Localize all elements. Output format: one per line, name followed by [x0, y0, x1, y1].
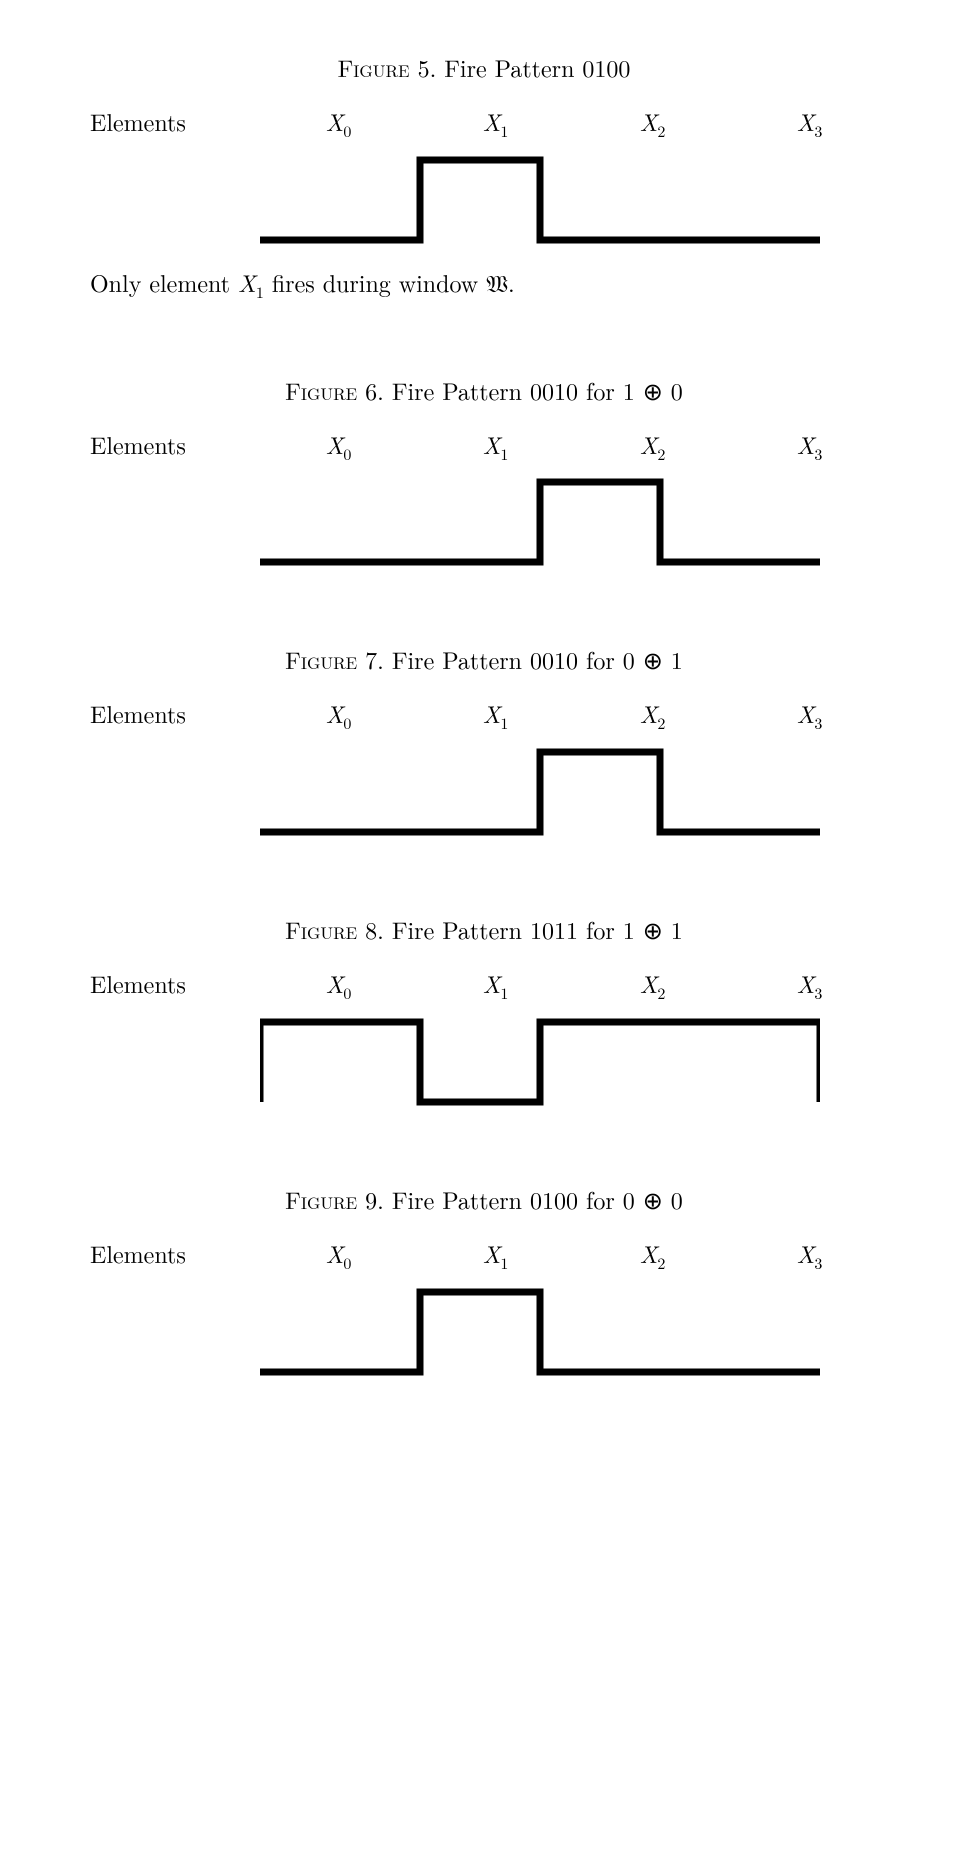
element-var-1: X1: [417, 966, 574, 1004]
caption-var-sub: 1: [256, 280, 264, 303]
waveform-svg: [260, 742, 820, 842]
element-labels: X0X1X2X3: [260, 696, 888, 734]
figure-number: 6.: [357, 373, 384, 407]
caption-var: X: [238, 265, 256, 299]
element-labels: X0X1X2X3: [260, 104, 888, 142]
element-var-3: X3: [731, 104, 888, 142]
elements-row: ElementsX0X1X2X3: [80, 104, 888, 142]
figure-title: Figure 9. Fire Pattern 0100 for 0 ⊕ 0: [80, 1182, 888, 1216]
element-var-3: X3: [731, 696, 888, 734]
figure-caption-text: Fire Pattern 0010 for 0 ⊕ 1: [384, 642, 683, 676]
figure-label: Figure: [338, 50, 410, 84]
waveform-svg: [260, 1282, 820, 1382]
element-var-0: X0: [260, 427, 417, 465]
waveform-path: [260, 160, 820, 240]
element-var-2: X2: [574, 696, 731, 734]
caption-pre: Only element: [90, 265, 238, 299]
figure-label: Figure: [285, 373, 357, 407]
figure-label: Figure: [285, 912, 357, 946]
waveform-path: [260, 482, 820, 562]
element-var-0: X0: [260, 966, 417, 1004]
figure-caption-text: Fire Pattern 0100 for 0 ⊕ 0: [384, 1182, 683, 1216]
figure-number: 9.: [357, 1182, 384, 1216]
element-var-1: X1: [417, 696, 574, 734]
figure-number: 7.: [357, 642, 384, 676]
element-var-1: X1: [417, 104, 574, 142]
element-var-0: X0: [260, 104, 417, 142]
waveform-path: [260, 1292, 820, 1372]
waveform-container: [80, 742, 888, 842]
figure-title: Figure 5. Fire Pattern 0100: [80, 50, 888, 84]
waveform-container: [80, 472, 888, 572]
figure-9: Figure 9. Fire Pattern 0100 for 0 ⊕ 0 Ele…: [80, 1182, 888, 1382]
figure-caption-text: Fire Pattern 0100: [436, 50, 630, 84]
waveform-svg: [260, 472, 820, 572]
waveform-container: [80, 1012, 888, 1112]
caption-end: .: [508, 265, 515, 299]
element-var-3: X3: [731, 966, 888, 1004]
elements-row: ElementsX0X1X2X3: [80, 696, 888, 734]
waveform-path: [260, 1022, 820, 1102]
elements-row: ElementsX0X1X2X3: [80, 966, 888, 1004]
figure-number: 5.: [410, 50, 437, 84]
figure-title: Figure 8. Fire Pattern 1011 for 1 ⊕ 1: [80, 912, 888, 946]
figure-5: Figure 5. Fire Pattern 0100ElementsX0X1X…: [80, 50, 888, 303]
waveform-svg: [260, 1012, 820, 1112]
elements-row: ElementsX0X1X2X3: [80, 1236, 888, 1274]
figure-6: Figure 6. Fire Pattern 0010 for 1 ⊕ 0 Ele…: [80, 373, 888, 573]
element-var-1: X1: [417, 1236, 574, 1274]
element-var-3: X3: [731, 427, 888, 465]
figure-7: Figure 7. Fire Pattern 0010 for 0 ⊕ 1 Ele…: [80, 642, 888, 842]
figure-caption-text: Fire Pattern 1011 for 1 ⊕ 1: [384, 912, 683, 946]
element-labels: X0X1X2X3: [260, 966, 888, 1004]
element-var-2: X2: [574, 427, 731, 465]
figure-caption: Only element X1 fires during window 𝔚.: [80, 265, 888, 303]
elements-label: Elements: [90, 1236, 260, 1270]
waveform-container: [80, 1282, 888, 1382]
figures-container: Figure 5. Fire Pattern 0100ElementsX0X1X…: [80, 50, 888, 1382]
figure-title: Figure 6. Fire Pattern 0010 for 1 ⊕ 0: [80, 373, 888, 407]
elements-label: Elements: [90, 104, 260, 138]
element-var-2: X2: [574, 104, 731, 142]
figure-label: Figure: [285, 1182, 357, 1216]
element-var-0: X0: [260, 1236, 417, 1274]
elements-label: Elements: [90, 427, 260, 461]
waveform-svg: [260, 150, 820, 250]
element-labels: X0X1X2X3: [260, 1236, 888, 1274]
caption-fraktur: 𝔚: [486, 274, 508, 299]
element-var-2: X2: [574, 1236, 731, 1274]
element-var-0: X0: [260, 696, 417, 734]
element-var-3: X3: [731, 1236, 888, 1274]
element-var-1: X1: [417, 427, 574, 465]
caption-post: fires during window: [264, 265, 486, 299]
figure-title: Figure 7. Fire Pattern 0010 for 0 ⊕ 1: [80, 642, 888, 676]
waveform-path: [260, 752, 820, 832]
element-var-2: X2: [574, 966, 731, 1004]
elements-label: Elements: [90, 966, 260, 1000]
figure-number: 8.: [357, 912, 384, 946]
waveform-container: [80, 150, 888, 250]
figure-label: Figure: [285, 642, 357, 676]
figure-8: Figure 8. Fire Pattern 1011 for 1 ⊕ 1 Ele…: [80, 912, 888, 1112]
elements-row: ElementsX0X1X2X3: [80, 427, 888, 465]
elements-label: Elements: [90, 696, 260, 730]
figure-caption-text: Fire Pattern 0010 for 1 ⊕ 0: [384, 373, 683, 407]
element-labels: X0X1X2X3: [260, 427, 888, 465]
